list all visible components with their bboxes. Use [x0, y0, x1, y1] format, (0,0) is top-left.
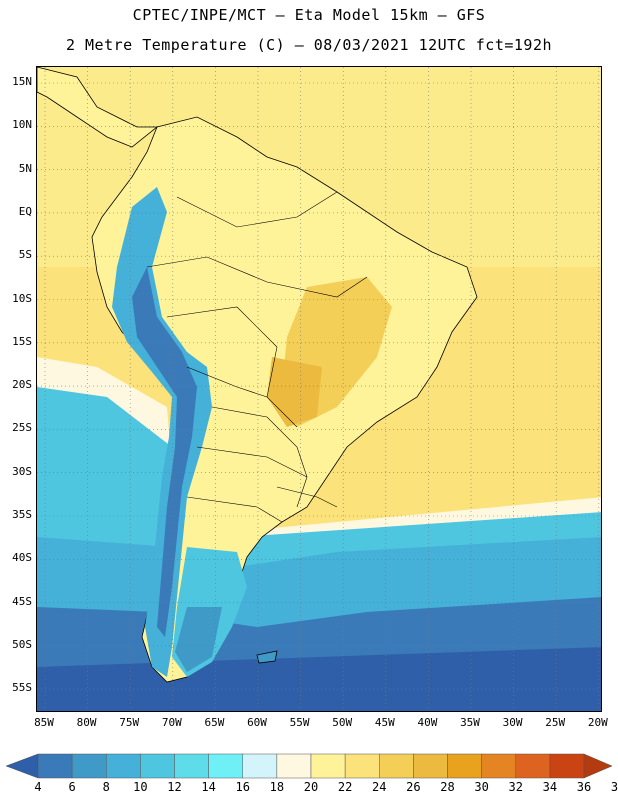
longitude-label: 45W — [374, 716, 395, 729]
latitude-label: 10N — [12, 118, 32, 132]
colorbar-arrow-left — [5, 753, 39, 779]
colorbar-swatch — [379, 753, 414, 779]
title-line-2: 2 Metre Temperature (C) – 08/03/2021 12U… — [65, 36, 553, 54]
latitude-label: 25S — [12, 421, 32, 435]
colorbar-swatch — [140, 753, 175, 779]
colorbar-swatch — [310, 753, 346, 779]
temperature-map — [37, 67, 601, 711]
patagonia-colder — [175, 607, 222, 672]
colorbar-tick-label: 16 — [235, 780, 250, 794]
colorbar-tick-label: 20 — [303, 780, 319, 794]
colorbar — [5, 753, 613, 779]
longitude-label: 35W — [460, 716, 480, 729]
colorbar-arrow-right — [583, 753, 613, 779]
colorbar-tick-label: 14 — [201, 780, 216, 794]
colorbar-swatch — [481, 753, 516, 779]
latitude-label: EQ — [18, 204, 32, 218]
colorbar-tick-label: 32 — [508, 780, 523, 794]
longitude-label: 80W — [76, 716, 97, 729]
colorbar-swatch — [208, 753, 243, 779]
longitude-label: 25W — [545, 716, 566, 729]
longitude-label: 40W — [417, 716, 438, 729]
latitude-label: 20S — [12, 378, 32, 392]
longitude-label: 85W — [34, 716, 54, 729]
longitude-label: 60W — [247, 716, 267, 729]
longitude-label: 30W — [502, 716, 523, 729]
colorbar-swatch — [549, 753, 585, 779]
longitude-label: 55W — [289, 716, 310, 729]
latitude-label: 35S — [12, 508, 32, 521]
latitude-label: 50S — [12, 637, 32, 651]
colorbar-tick-label: 10 — [133, 780, 148, 794]
interior-warm-30 — [267, 357, 322, 427]
colorbar-tick-label: 26 — [406, 780, 421, 794]
colorbar-swatch — [174, 753, 209, 779]
longitude-label: 50W — [332, 716, 353, 729]
colorbar-tick-label: 28 — [440, 780, 455, 794]
colorbar-tick-label: 18 — [269, 780, 285, 794]
colorbar-swatch — [515, 753, 551, 779]
falkland-islands — [256, 650, 278, 664]
colorbar-tick-label: 30 — [474, 780, 489, 794]
colorbar-swatch — [413, 753, 448, 779]
colorbar-swatch — [344, 753, 380, 779]
colorbar-tick-label: 6 — [68, 780, 76, 794]
latitude-label: 15N — [12, 75, 32, 88]
latitude-label: 5N — [18, 161, 32, 175]
colorbar-tick-label: 24 — [372, 780, 387, 794]
colorbar-swatch — [37, 753, 73, 779]
latitude-label: 55S — [12, 681, 32, 695]
central-america — [37, 67, 159, 148]
latitude-label: 45S — [12, 594, 32, 608]
country-borders — [146, 191, 368, 523]
longitude-label: 75W — [119, 716, 140, 729]
title-line-1: CPTEC/INPE/MCT – Eta Model 15km – GFS — [132, 6, 486, 24]
longitude-label: 20W — [587, 716, 608, 729]
colorbar-tick-label: 34 — [542, 780, 558, 794]
colorbar-tick-label: 38 — [610, 780, 618, 794]
longitude-label: 65W — [204, 716, 225, 729]
colorbar-tick-label: 4 — [34, 780, 42, 794]
colorbar-swatch — [71, 753, 107, 779]
colorbar-tick-label: 22 — [337, 780, 353, 794]
latitude-label: 5S — [18, 248, 32, 262]
longitude-label: 70W — [161, 716, 182, 729]
latitude-label: 15S — [12, 334, 32, 348]
colorbar-swatch — [276, 753, 312, 779]
colorbar-swatch — [447, 753, 482, 779]
latitude-label: 30S — [12, 464, 32, 478]
colorbar-tick-label: 12 — [167, 780, 182, 794]
latitude-label: 40S — [12, 551, 32, 565]
map-panel — [36, 66, 602, 712]
colorbar-tick-label: 36 — [576, 780, 592, 794]
colorbar-tick-label: 8 — [102, 780, 110, 794]
latitude-label: 10S — [12, 291, 32, 305]
andes-core — [132, 267, 197, 637]
colorbar-swatch — [106, 753, 141, 779]
colorbar-swatch — [242, 753, 278, 779]
